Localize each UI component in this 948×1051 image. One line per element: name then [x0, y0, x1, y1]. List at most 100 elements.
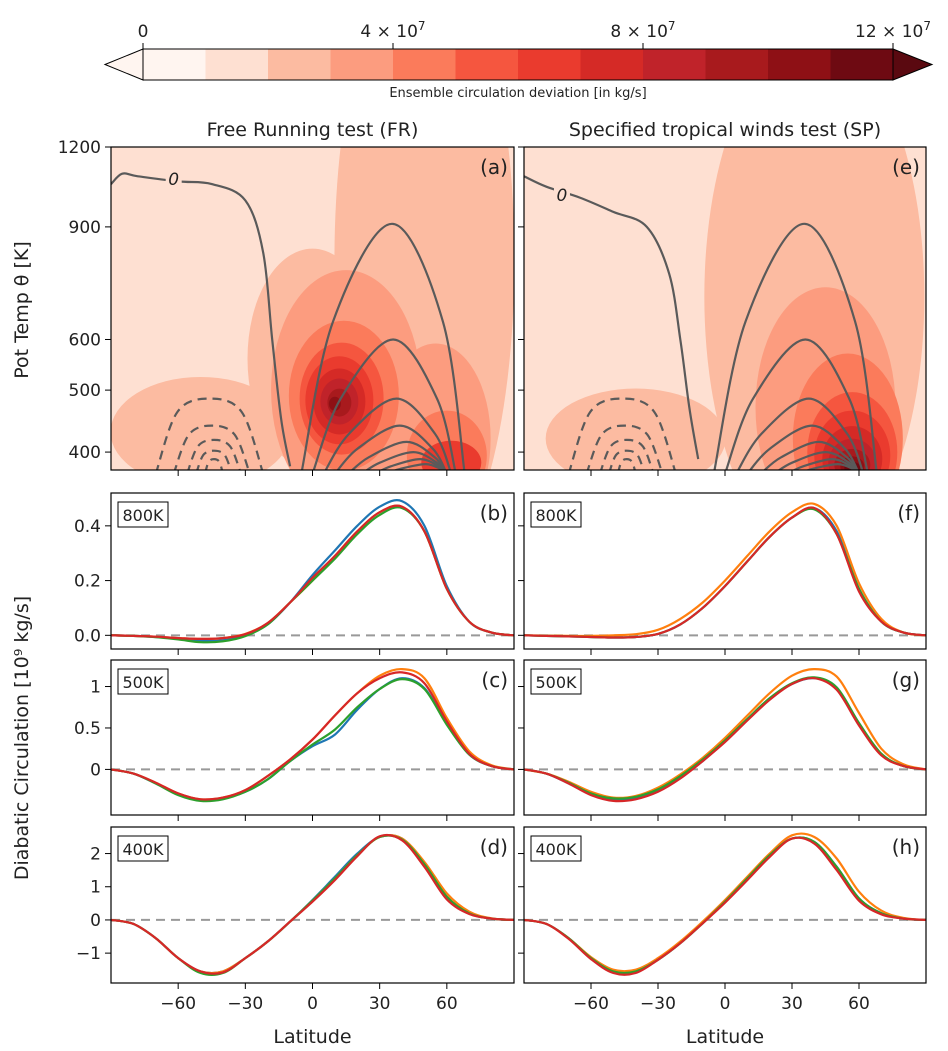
colorbar-level — [643, 49, 706, 80]
colorbar-extend-high — [892, 48, 934, 81]
level-box: 800K — [117, 501, 169, 528]
streamfunction-contour — [748, 424, 859, 470]
contour-label: 0 — [557, 186, 568, 206]
y-tick-label: 0.4 — [74, 517, 101, 537]
colorbar-level — [580, 49, 644, 80]
x-tick-label: 30 — [369, 994, 391, 1014]
panel-title-sp: Specified tropical winds test (SP) — [569, 119, 881, 141]
x-tick-label: −60 — [573, 994, 609, 1014]
series-line — [110, 833, 515, 975]
series-line — [523, 676, 927, 803]
y-tick-label: 0 — [90, 760, 101, 780]
y-tick-label: 600 — [69, 330, 101, 350]
axis-labels: Latitude Latitude Pot Temp θ [K] Diabatic C… — [11, 241, 764, 1048]
deviation-contour-fill — [545, 388, 726, 470]
colorbar-level — [268, 49, 331, 80]
x-tick-label: −30 — [227, 994, 263, 1014]
contour-label: 0 — [168, 170, 179, 190]
colorbar-tick-label: 12 × 107 — [855, 19, 931, 42]
y-tick-label: 900 — [69, 218, 101, 238]
panel-f: 800K (f) — [518, 492, 927, 655]
y-axis-label-circulation: Diabatic Circulation [10⁹ kg/s] — [11, 596, 33, 880]
level-box: 400K — [530, 835, 582, 862]
y-tick-label: 400 — [69, 443, 101, 463]
colorbar-tick-exponent: 7 — [923, 19, 931, 33]
contour-label-bg — [165, 169, 182, 190]
series-line — [110, 504, 515, 641]
streamfunction-contour — [737, 397, 864, 470]
streamfunction-contour — [300, 222, 466, 470]
level-box-frame — [117, 668, 169, 695]
series-line — [523, 506, 927, 639]
x-tick-label: 60 — [848, 994, 870, 1014]
streamfunction-negative-contour — [173, 424, 250, 470]
series-line — [110, 671, 515, 801]
series-line — [523, 502, 927, 638]
streamfunction-contour — [392, 462, 445, 470]
colorbar-level — [705, 49, 769, 80]
colorbar-tick-label: 0 — [138, 22, 149, 42]
panel-h: 400K (h) −60 −30 0 30 60 — [518, 826, 927, 1014]
colorbar-level — [205, 49, 269, 80]
colorbar-tick-label: 8 × 107 — [610, 19, 675, 42]
streamfunction-contour — [350, 440, 446, 470]
colorbar: 0 4 × 107 8 × 107 12 × 107 Ensemble circulat… — [103, 19, 934, 101]
streamfunction-contour — [312, 338, 457, 470]
panel-letter: (b) — [480, 501, 508, 525]
panel-frame — [523, 492, 927, 650]
level-box-frame — [530, 835, 582, 862]
panel-b: 800K (b) 0.0 0.2 0.4 — [74, 492, 515, 655]
level-box-label: 400K — [122, 840, 164, 859]
x-tick-label: 30 — [781, 994, 803, 1014]
colorbar-level — [393, 49, 456, 80]
colorbar-level — [143, 49, 206, 80]
x-axis-label-left: Latitude — [273, 1026, 351, 1048]
streamfunction-negative-contour — [586, 424, 663, 470]
streamfunction-negative-contour — [600, 438, 654, 470]
colorbar-tick-exponent: 7 — [418, 19, 426, 33]
series-line — [110, 504, 515, 641]
level-box: 500K — [530, 668, 582, 695]
streamfunction-negative-contour — [204, 457, 224, 470]
streamfunction-zero-contour — [111, 172, 292, 467]
x-tick-label: −60 — [160, 994, 196, 1014]
x-tick-label: 0 — [307, 994, 318, 1014]
colorbar-label: Ensemble circulation deviation [in kg/s] — [389, 86, 646, 101]
panel-letter: (a) — [480, 155, 508, 179]
colorbar-level — [330, 49, 394, 80]
streamfunction-negative-contour — [617, 457, 636, 470]
x-axis-label-right: Latitude — [686, 1026, 764, 1048]
x-tick-label: 60 — [436, 994, 458, 1014]
streamfunction-contour — [805, 462, 857, 470]
level-box-label: 500K — [535, 673, 577, 692]
panel-letter: (h) — [892, 835, 920, 859]
series-line — [110, 677, 515, 803]
y-tick-label: 0.0 — [74, 626, 101, 646]
streamfunction-contour — [777, 450, 858, 470]
x-tick-label: −30 — [640, 994, 676, 1014]
level-box-label: 800K — [122, 506, 164, 525]
colorbar-frame — [142, 48, 894, 81]
series-line — [523, 676, 927, 800]
y-tick-label: 1 — [90, 678, 101, 698]
colorbar-level — [455, 49, 519, 80]
streamfunction-negative-contour — [608, 449, 645, 470]
deviation-contour-fill — [111, 377, 291, 470]
panel-a: 0 (a) 400 500 600 900 1200 — [58, 138, 515, 476]
colorbar-level — [768, 49, 831, 80]
streamfunction-contour — [336, 424, 447, 470]
level-box-label: 500K — [122, 673, 164, 692]
colorbar-extend-low — [103, 48, 144, 81]
series-line — [523, 507, 927, 639]
streamfunction-contour — [365, 450, 446, 470]
panel-title-fr: Free Running test (FR) — [207, 119, 419, 141]
level-box: 500K — [117, 668, 169, 695]
panel-letter: (f) — [897, 501, 920, 525]
colorbar-tick-exponent: 7 — [668, 19, 676, 33]
y-tick-label: 0.2 — [74, 572, 101, 592]
y-tick-label: 500 — [69, 381, 101, 401]
level-box-frame — [117, 501, 169, 528]
level-box-frame — [530, 501, 582, 528]
panel-frame — [110, 492, 515, 650]
series-line — [110, 499, 515, 643]
